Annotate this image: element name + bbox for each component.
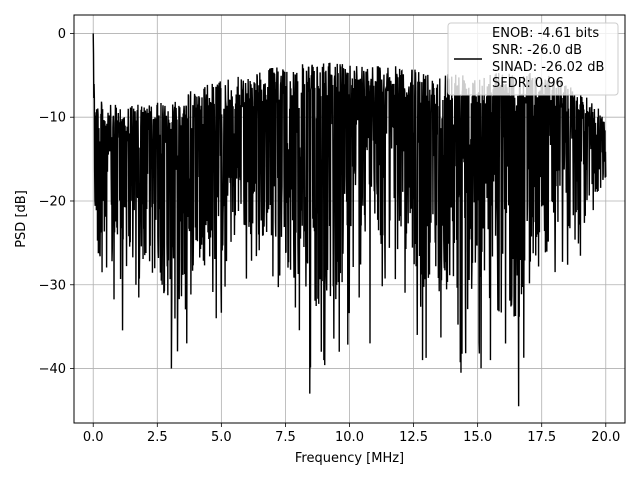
y-tick-label: −20 xyxy=(39,194,66,209)
legend-line-snr: SNR: -26.0 dB xyxy=(492,43,582,58)
legend-line-enob: ENOB: -4.61 bits xyxy=(492,26,599,41)
y-tick-label: −10 xyxy=(39,111,66,126)
psd-series-line xyxy=(92,33,607,407)
x-tick-label: 12.5 xyxy=(399,430,428,445)
x-tick-label: 20.0 xyxy=(591,430,620,445)
y-tick-label: 0 xyxy=(58,27,66,42)
x-tick-label: 15.0 xyxy=(463,430,492,445)
x-tick-label: 17.5 xyxy=(527,430,556,445)
x-tick-label: 2.5 xyxy=(147,430,168,445)
y-tick-label: −40 xyxy=(39,362,66,377)
x-axis-label: Frequency [MHz] xyxy=(295,451,404,466)
x-tick-label: 0.0 xyxy=(83,430,104,445)
x-tick-label: 10.0 xyxy=(335,430,364,445)
legend: ENOB: -4.61 bits SNR: -26.0 dB SINAD: -2… xyxy=(447,22,619,96)
plot-area xyxy=(92,33,607,407)
ticks: 0.0 2.5 5.0 7.5 10.0 12.5 15.0 17.5 20.0 0 −10 −20 −… xyxy=(39,27,621,445)
y-tick-label: −30 xyxy=(39,278,66,293)
legend-box xyxy=(447,22,619,96)
x-tick-label: 7.5 xyxy=(275,430,296,445)
legend-line-sfdr: SFDR: 0.96 xyxy=(492,76,564,91)
legend-line-sinad: SINAD: -26.02 dB xyxy=(492,60,604,75)
x-tick-label: 5.0 xyxy=(211,430,232,445)
y-axis-label: PSD [dB] xyxy=(14,190,29,248)
